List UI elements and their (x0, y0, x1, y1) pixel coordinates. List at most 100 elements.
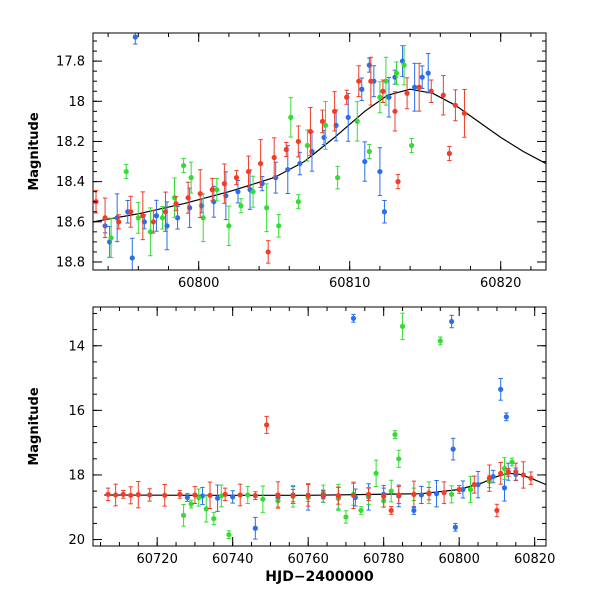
bottom-point (113, 483, 119, 507)
bottom-x-tick-label: 60720 (136, 552, 177, 567)
top-point (356, 65, 362, 98)
top-y-tick-label: 18 (68, 95, 85, 110)
top-point (214, 177, 220, 202)
top-point (295, 125, 301, 158)
top-panel: 60800 60810 60820 17.8 18 18.2 18.4 18.6 18.8 Ma… (27, 32, 547, 291)
top-y-tick-label: 17.8 (56, 55, 85, 70)
top-point (265, 240, 271, 264)
bottom-point (343, 510, 349, 524)
top-point (322, 100, 329, 150)
bottom-point (264, 415, 270, 434)
bottom-point (456, 485, 462, 494)
top-point (354, 101, 360, 142)
bottom-x-tick-label: 60760 (287, 552, 328, 567)
top-point (381, 200, 388, 224)
bottom-point (501, 474, 508, 502)
top-point (150, 210, 156, 234)
bottom-point (305, 483, 311, 507)
bottom-point (358, 506, 364, 515)
top-point (288, 97, 294, 138)
top-point (307, 107, 314, 156)
bottom-point (252, 491, 258, 500)
top-point (271, 137, 277, 178)
bottom-point (475, 470, 481, 499)
top-point (416, 62, 422, 112)
bottom-point (392, 430, 398, 439)
bottom-x-tick-label: 60780 (363, 552, 404, 567)
top-point (401, 44, 407, 86)
top-point (359, 77, 365, 101)
top-point (409, 137, 415, 154)
bottom-point (501, 457, 508, 480)
top-point (297, 151, 303, 176)
top-point (233, 170, 240, 186)
top-plot-frame (92, 32, 547, 271)
bottom-point (335, 486, 341, 505)
top-point (153, 199, 160, 232)
top-point (129, 237, 135, 270)
bottom-x-tick-label: 60740 (212, 552, 253, 567)
top-axis-ticks: 60800 60810 60820 17.8 18 18.2 18.4 18.6 18.8 (56, 33, 546, 291)
top-point (368, 56, 374, 106)
top-y-axis-label: Magnitude (27, 112, 42, 191)
top-x-tick-label: 60800 (178, 276, 219, 291)
bottom-point (105, 487, 111, 502)
top-point (366, 143, 372, 160)
top-point (393, 61, 400, 85)
top-point (332, 91, 338, 132)
top-point (102, 197, 108, 238)
top-point (285, 145, 291, 194)
bottom-point (471, 475, 477, 494)
top-point (221, 163, 227, 204)
bottom-point (230, 490, 236, 504)
top-point (226, 205, 232, 246)
bottom-y-axis-label: Magnitude (27, 387, 42, 466)
top-point (197, 169, 203, 219)
top-point (159, 206, 166, 230)
bottom-point (214, 484, 221, 512)
bottom-point (381, 484, 387, 508)
bottom-point (399, 312, 406, 341)
top-point (128, 195, 134, 228)
bottom-point (520, 461, 526, 489)
bottom-point (452, 522, 458, 532)
top-point (412, 62, 418, 112)
bottom-point (290, 488, 296, 503)
bottom-point (396, 485, 402, 504)
top-point (319, 109, 326, 134)
bottom-y-tick-label: 14 (68, 339, 85, 354)
bottom-point (222, 487, 228, 502)
bottom-point (320, 490, 326, 500)
bottom-y-tick-label: 18 (68, 468, 85, 483)
bottom-point (260, 485, 266, 513)
bottom-point (162, 483, 168, 507)
top-point (461, 88, 468, 138)
bottom-point (528, 471, 534, 485)
bottom-point (184, 493, 190, 502)
bottom-point (505, 467, 511, 477)
top-point (452, 89, 458, 122)
top-y-tick-label: 18.4 (56, 175, 85, 190)
top-model-curve (93, 88, 546, 223)
top-point (404, 77, 410, 110)
bottom-point (181, 503, 187, 527)
bottom-panel: 60720 60740 60760 60780 60800 60820 14 16 18 20 M… (27, 306, 555, 585)
bottom-axis-ticks: 60720 60740 60760 60780 60800 60820 14 16 18 20 (68, 307, 555, 567)
top-point (304, 129, 311, 162)
top-point (238, 198, 244, 214)
top-point (123, 164, 129, 180)
bottom-point (460, 480, 466, 499)
bottom-point (426, 486, 432, 501)
top-point (440, 75, 446, 116)
bottom-point (203, 495, 209, 523)
bottom-point (147, 488, 153, 502)
top-point (181, 158, 187, 174)
bottom-y-tick-label: 16 (68, 404, 85, 419)
top-point (377, 81, 383, 114)
top-point (135, 201, 141, 234)
bottom-point (450, 437, 456, 461)
top-point (428, 79, 434, 103)
bottom-point (196, 488, 202, 507)
bottom-point (498, 378, 504, 401)
top-point (147, 207, 153, 257)
